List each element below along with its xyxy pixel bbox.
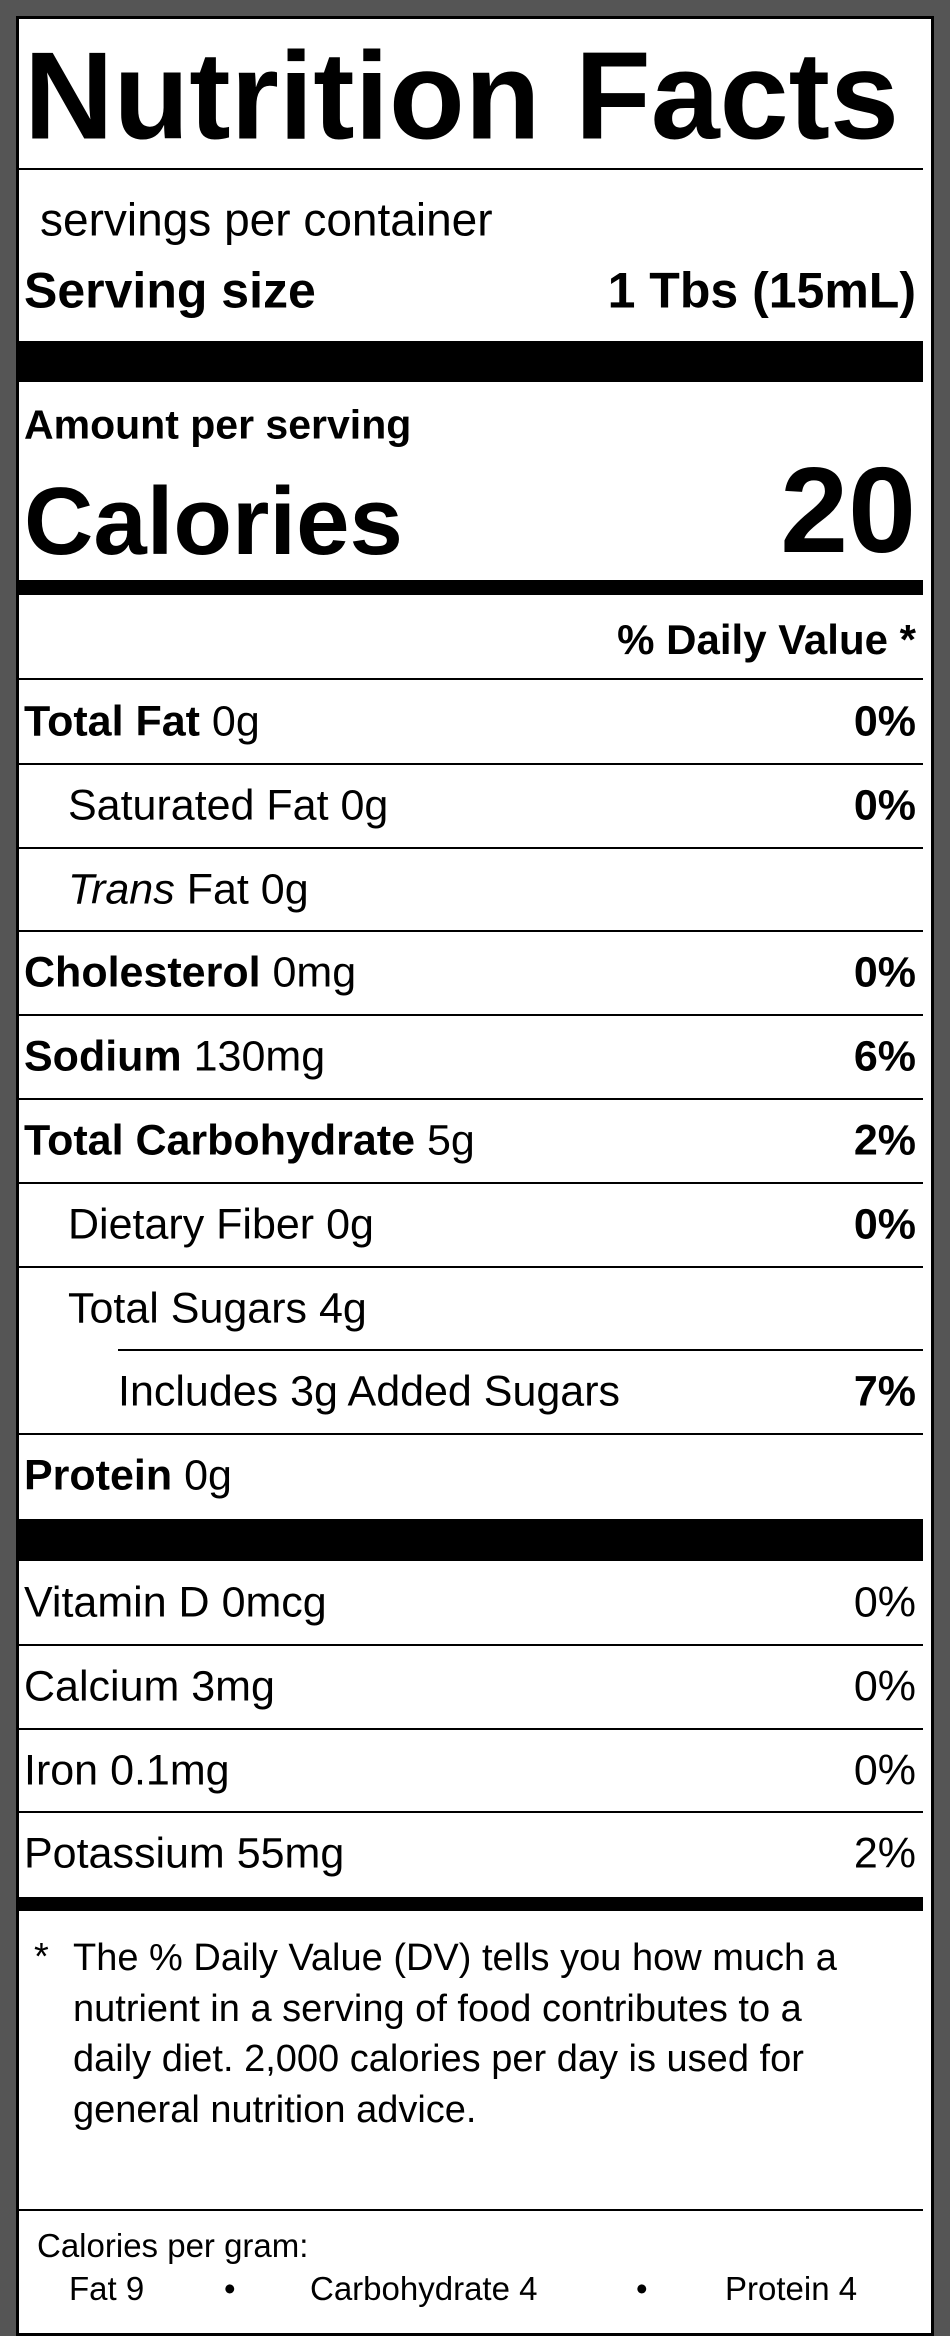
nutrient-row: Total Fat 0g (24, 697, 260, 746)
daily-value: 0% (853, 948, 916, 997)
nutrient-amount: 55mg (236, 1829, 345, 1878)
serving-size-value: 1 Tbs (15mL) (607, 262, 916, 319)
rule (18, 1727, 923, 1730)
dv-header: % Daily Value * (617, 615, 916, 663)
nutrient-name-italic: Trans (68, 864, 175, 913)
nutrient-row: Calcium 3mg (24, 1662, 275, 1711)
nutrient-row: Cholesterol 0mg (24, 949, 356, 998)
nutrient-row: Includes 3g Added Sugars (118, 1368, 620, 1417)
nutrient-row: Total Sugars 4g (68, 1284, 367, 1333)
cpg-item: Carbohydrate 4 (310, 2270, 538, 2308)
footnote: The % Daily Value (DV) tells you how muc… (73, 1937, 837, 2131)
rule (18, 1811, 923, 1814)
nutrient-amount: 0.1mg (110, 1745, 230, 1794)
nutrient-row: Trans Fat 0g (68, 865, 309, 914)
rule (18, 1265, 923, 1268)
rule (18, 846, 923, 849)
rule (18, 930, 923, 933)
rule (18, 762, 923, 765)
nutrient-name: Calcium (24, 1661, 180, 1710)
cpg-item: Fat 9 (69, 2270, 145, 2308)
nutrient-amount: 0mg (272, 948, 357, 997)
nutrient-row: Potassium 55mg (24, 1830, 344, 1879)
nutrient-amount: 0g (260, 864, 309, 913)
nutrient-name: Sodium (24, 1032, 182, 1081)
medium-bar (18, 580, 923, 595)
medium-bar (18, 1897, 923, 1911)
nutrient-name: Total Fat (24, 697, 200, 746)
label-panel (16, 16, 934, 2336)
nutrient-amount: 5g (426, 1116, 475, 1165)
nutrient-row: Saturated Fat 0g (68, 781, 388, 830)
servings: servings per container (40, 193, 493, 246)
nutrient-amount: 4g (318, 1283, 367, 1332)
daily-value: 0% (853, 1578, 916, 1627)
bullet: • (224, 2270, 236, 2308)
rule (18, 168, 923, 170)
daily-value: 2% (853, 1829, 916, 1878)
nutrient-name: Fat (186, 864, 249, 913)
nutrient-name: Includes 3g Added Sugars (118, 1367, 621, 1416)
serving-size-label: Serving size (24, 262, 316, 319)
calories-value: 20 (780, 441, 916, 578)
rule (118, 1349, 923, 1352)
nutrient-row: Total Carbohydrate 5g (24, 1116, 475, 1165)
nutrient-name: Protein (24, 1451, 173, 1500)
nutrient-name: Potassium (24, 1829, 225, 1878)
nutrient-amount: 0g (211, 697, 260, 746)
daily-value: 0% (853, 697, 916, 746)
title: Nutrition Facts (24, 27, 899, 166)
daily-value: 0% (853, 1199, 916, 1248)
rule (18, 2209, 923, 2211)
nutrient-amount: 130mg (193, 1032, 326, 1081)
nutrient-amount: 0g (340, 780, 389, 829)
nutrient-row: Protein 0g (24, 1451, 232, 1500)
nutrient-row: Iron 0.1mg (24, 1746, 230, 1795)
rule (18, 678, 923, 680)
bullet: • (636, 2270, 648, 2308)
rule (18, 1098, 923, 1100)
daily-value: 0% (853, 1661, 916, 1710)
thick-bar (18, 1519, 923, 1561)
nutrient-amount: 3mg (191, 1661, 275, 1710)
rule (18, 1014, 923, 1017)
rule (18, 1643, 923, 1646)
cpg-label: Calories per gram: (37, 2227, 309, 2265)
amount-per-serving: Amount per serving (24, 401, 412, 448)
daily-value: 0% (853, 780, 916, 829)
nutrient-name: Vitamin D (24, 1578, 210, 1627)
thick-bar (18, 341, 923, 382)
rule (18, 1433, 923, 1436)
nutrient-amount: 0g (184, 1451, 232, 1500)
nutrient-name: Dietary Fiber (68, 1199, 315, 1248)
daily-value: 7% (853, 1367, 916, 1416)
nutrient-row: Vitamin D 0mcg (24, 1578, 327, 1627)
footnote-marker: * (34, 1936, 49, 1979)
nutrient-name: Iron (24, 1745, 99, 1794)
nutrient-name: Cholesterol (24, 948, 261, 997)
nutrient-amount: 0mcg (221, 1578, 327, 1627)
daily-value: 6% (853, 1032, 916, 1081)
nutrient-row: Dietary Fiber 0g (68, 1200, 374, 1249)
nutrient-name: Total Sugars (68, 1283, 308, 1332)
daily-value: 0% (853, 1745, 916, 1794)
daily-value: 2% (853, 1116, 916, 1165)
calories-label: Calories (24, 467, 403, 575)
rule (18, 1181, 923, 1184)
nutrient-row: Sodium 130mg (24, 1032, 325, 1081)
nutrient-amount: 0g (326, 1199, 374, 1248)
nutrient-name: Saturated Fat (68, 780, 329, 829)
cpg-item: Protein 4 (725, 2270, 858, 2308)
nutrient-name: Total Carbohydrate (24, 1116, 416, 1165)
